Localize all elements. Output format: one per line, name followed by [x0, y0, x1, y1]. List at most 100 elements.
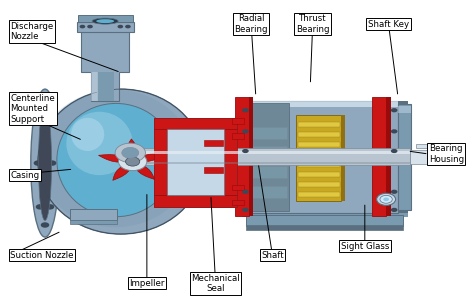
Circle shape — [242, 108, 249, 112]
Circle shape — [242, 149, 249, 153]
Text: Discharge
Nozzle: Discharge Nozzle — [10, 22, 54, 41]
Circle shape — [380, 195, 392, 203]
Bar — [70, 209, 118, 220]
Bar — [298, 142, 340, 147]
Polygon shape — [127, 139, 137, 162]
Bar — [224, 129, 237, 195]
Bar — [242, 213, 409, 217]
Bar — [242, 101, 398, 107]
Bar — [298, 132, 340, 137]
Ellipse shape — [37, 90, 193, 227]
Bar — [244, 103, 289, 211]
Circle shape — [36, 204, 44, 210]
Circle shape — [48, 160, 56, 166]
Circle shape — [36, 117, 44, 122]
Polygon shape — [113, 162, 133, 180]
Bar — [242, 101, 249, 213]
Bar — [246, 146, 287, 159]
Bar — [78, 15, 133, 22]
Polygon shape — [133, 154, 166, 162]
Ellipse shape — [96, 19, 114, 23]
Circle shape — [391, 149, 398, 153]
Bar — [70, 220, 118, 224]
Bar — [296, 115, 341, 201]
Circle shape — [391, 108, 398, 112]
Bar — [154, 118, 237, 129]
Circle shape — [46, 117, 55, 122]
Bar — [126, 162, 410, 164]
Bar — [154, 129, 167, 195]
Circle shape — [242, 190, 249, 194]
Polygon shape — [99, 155, 133, 162]
Bar — [298, 122, 340, 127]
Bar — [246, 127, 287, 139]
Polygon shape — [133, 162, 155, 179]
Bar — [246, 225, 403, 230]
Bar — [235, 97, 249, 216]
Circle shape — [391, 129, 398, 133]
Bar — [242, 101, 398, 213]
Bar — [246, 215, 403, 226]
Bar — [126, 151, 410, 154]
Ellipse shape — [38, 89, 204, 234]
Bar — [372, 97, 386, 216]
Bar — [298, 152, 340, 157]
Text: Thrust
Bearing: Thrust Bearing — [296, 14, 329, 34]
Bar — [246, 186, 287, 198]
Circle shape — [118, 25, 123, 28]
Bar — [298, 182, 340, 187]
Polygon shape — [91, 72, 98, 101]
Bar — [341, 115, 345, 201]
Text: Centerline
Mounted
Support: Centerline Mounted Support — [10, 94, 55, 124]
Bar — [232, 118, 244, 124]
Bar — [298, 192, 340, 197]
Ellipse shape — [66, 112, 133, 175]
Circle shape — [391, 190, 398, 194]
Polygon shape — [97, 72, 114, 101]
Circle shape — [125, 25, 131, 28]
Ellipse shape — [71, 118, 104, 151]
Bar — [410, 150, 438, 164]
Bar — [167, 129, 224, 195]
Bar — [249, 97, 254, 216]
Ellipse shape — [92, 18, 118, 24]
Bar — [386, 97, 391, 216]
Text: Casing: Casing — [10, 171, 39, 180]
Bar — [77, 22, 134, 32]
Bar — [232, 133, 244, 139]
Circle shape — [41, 98, 49, 104]
Circle shape — [122, 147, 139, 158]
Circle shape — [80, 25, 85, 28]
Ellipse shape — [38, 106, 52, 220]
Bar — [154, 118, 237, 207]
Bar — [232, 185, 244, 190]
Polygon shape — [82, 27, 129, 101]
Bar — [398, 101, 409, 217]
Text: Mechanical
Seal: Mechanical Seal — [191, 274, 240, 293]
Bar — [298, 162, 340, 167]
Ellipse shape — [31, 89, 59, 237]
Ellipse shape — [57, 103, 175, 217]
Bar — [204, 140, 223, 146]
Circle shape — [242, 129, 249, 133]
Bar — [154, 195, 237, 207]
Text: Sight Glass: Sight Glass — [341, 242, 389, 251]
Bar — [398, 104, 411, 210]
Text: Radial
Bearing: Radial Bearing — [234, 14, 268, 34]
Bar — [246, 166, 287, 178]
Bar — [398, 106, 411, 113]
Circle shape — [391, 208, 398, 212]
Text: Shaft: Shaft — [261, 251, 284, 260]
Bar — [126, 148, 410, 165]
Text: Bearing
Housing: Bearing Housing — [429, 144, 464, 164]
Circle shape — [46, 204, 55, 210]
Circle shape — [87, 25, 93, 28]
Circle shape — [383, 198, 389, 201]
Circle shape — [115, 143, 146, 162]
Bar — [232, 200, 244, 205]
Circle shape — [118, 153, 147, 171]
Text: Suction Nozzle: Suction Nozzle — [10, 251, 74, 260]
Circle shape — [126, 157, 140, 166]
Bar — [416, 144, 434, 148]
Circle shape — [242, 208, 249, 212]
